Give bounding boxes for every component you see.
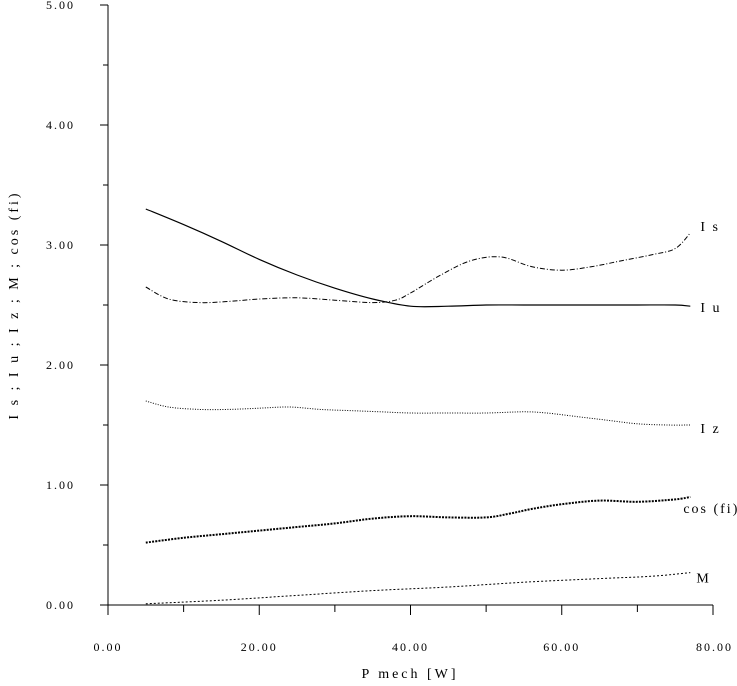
series-line-i-s <box>145 232 691 304</box>
series-label-cos-fi: cos (fi) <box>683 502 737 517</box>
x-tick-label: 80.00 <box>696 640 733 654</box>
x-tick-label: 60.00 <box>543 640 580 654</box>
x-tick-label: 40.00 <box>392 640 429 654</box>
y-tick-label: 4.00 <box>46 118 75 132</box>
series-line-m <box>145 572 691 605</box>
series-lines <box>145 208 691 605</box>
series-labels: I s I u I z cos (fi) M <box>683 220 737 587</box>
y-tick-label: 3.00 <box>46 238 75 252</box>
series-label-m: M <box>696 572 710 587</box>
series-label-i-s: I s <box>700 220 720 235</box>
y-tick-label: 0.00 <box>46 598 75 612</box>
x-axis-title: P mech [W] <box>361 667 458 682</box>
axes: 0.00 1.00 2.00 3.00 4.00 5.00 0.00 20.00 40.00 60… <box>46 0 733 654</box>
series-line-cos-fi <box>145 496 691 544</box>
y-tick-label: 2.00 <box>46 358 75 372</box>
y-tick-label: 5.00 <box>46 0 75 12</box>
series-label-i-z: I z <box>700 422 720 437</box>
y-tick-label: 1.00 <box>46 478 75 492</box>
series-line-i-z <box>145 400 691 426</box>
x-tick-label: 0.00 <box>94 640 123 654</box>
x-tick-label: 20.00 <box>241 640 278 654</box>
series-line-i-u <box>145 208 691 308</box>
y-axis-title: I s ; I u ; I z ; M ; cos (fi) <box>7 190 22 419</box>
series-label-i-u: I u <box>700 301 721 316</box>
